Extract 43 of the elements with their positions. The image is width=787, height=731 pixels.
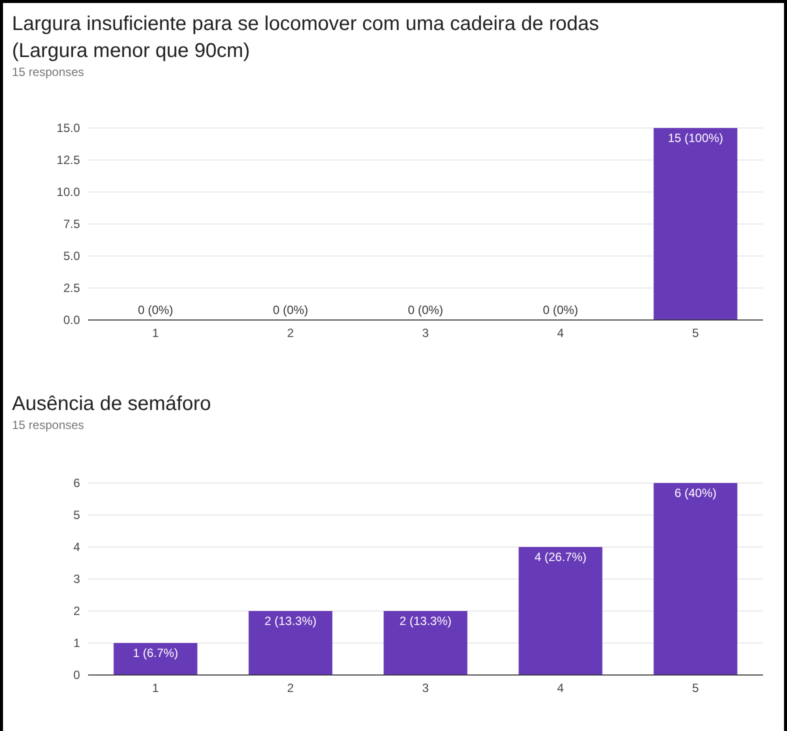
x-tick-label: 3 <box>422 326 430 340</box>
chart-title: Largura insuficiente para se locomover com uma cadeira de rodas (Largura menor que 90cm) <box>12 13 599 62</box>
x-tick-label: 2 <box>287 326 294 340</box>
x-tick-label: 1 <box>152 326 160 340</box>
x-tick-label: 3 <box>422 681 430 695</box>
y-tick-label: 12.5 <box>56 153 80 167</box>
y-tick-label: 4 <box>73 540 80 554</box>
bar <box>518 547 602 675</box>
data-label: 0 (0%) <box>272 303 308 317</box>
bar <box>114 643 198 675</box>
bar <box>654 483 738 675</box>
x-tick-label: 5 <box>692 326 700 340</box>
y-tick-label: 1 <box>73 636 80 650</box>
data-label: 0 (0%) <box>138 303 174 317</box>
data-label: 2 (13.3%) <box>399 614 452 628</box>
data-label: 6 (40%) <box>674 486 717 500</box>
y-tick-label: 2 <box>73 604 80 618</box>
x-tick-label: 1 <box>152 681 160 695</box>
bar <box>384 611 468 675</box>
y-tick-label: 6 <box>73 476 80 490</box>
data-label: 4 (26.7%) <box>534 550 587 564</box>
data-label: 2 (13.3%) <box>264 614 317 628</box>
data-label: 15 (100%) <box>668 131 724 145</box>
y-tick-label: 7.5 <box>63 217 80 231</box>
y-tick-label: 15.0 <box>56 121 80 135</box>
data-label: 0 (0%) <box>408 303 444 317</box>
y-tick-label: 5 <box>73 508 80 522</box>
y-tick-label: 0 <box>73 668 80 682</box>
y-tick-label: 0.0 <box>63 313 80 327</box>
x-tick-label: 2 <box>287 681 294 695</box>
x-tick-label: 5 <box>692 681 700 695</box>
data-label: 1 (6.7%) <box>132 646 178 660</box>
data-label: 0 (0%) <box>542 303 578 317</box>
y-tick-label: 2.5 <box>63 281 80 295</box>
chart-subtitle: 15 responses <box>12 65 84 79</box>
chart-subtitle: 15 responses <box>12 418 84 432</box>
x-tick-label: 4 <box>557 681 564 695</box>
y-tick-label: 10.0 <box>56 185 80 199</box>
bar <box>248 611 332 675</box>
chart-title: Ausência de semáforo <box>12 393 212 415</box>
y-tick-label: 3 <box>73 572 80 586</box>
x-tick-label: 4 <box>557 326 564 340</box>
y-tick-label: 5.0 <box>63 249 80 263</box>
